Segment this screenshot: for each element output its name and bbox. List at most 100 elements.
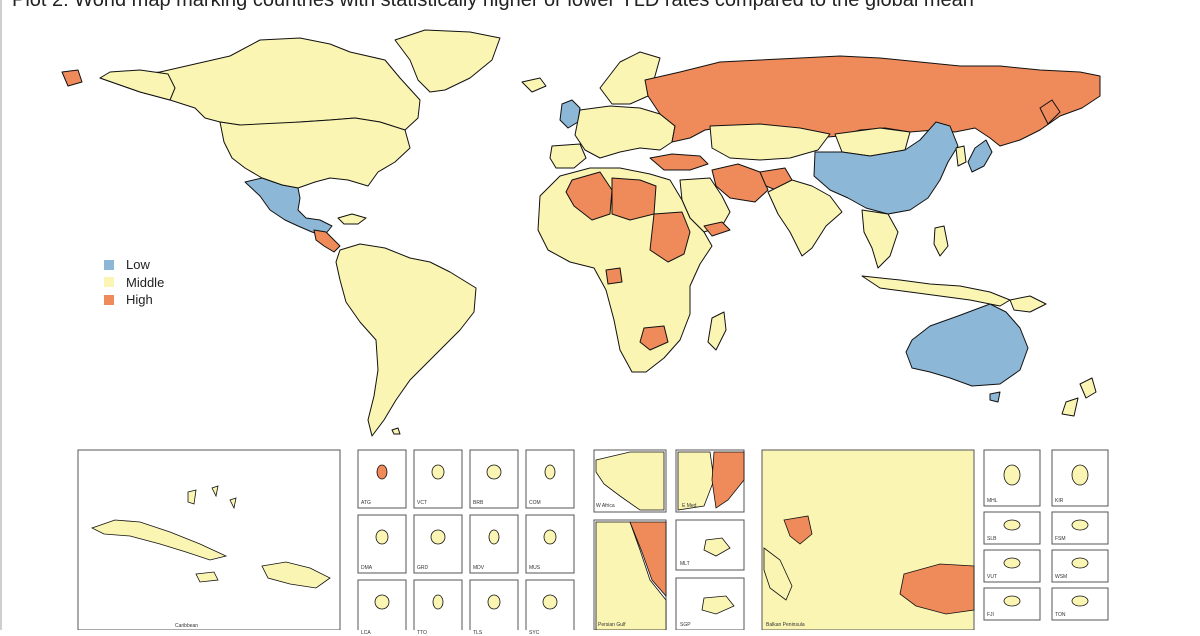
- region-madagascar: [707, 311, 727, 351]
- inset-box-vut: [983, 549, 1041, 583]
- legend-label-middle: Middle: [126, 274, 165, 290]
- region-indonesia: [861, 275, 1011, 307]
- inset-label-tto: TTO: [417, 630, 427, 636]
- inset-label-brb: BRB: [473, 500, 484, 506]
- caribbean-cuba: [90, 519, 228, 561]
- region-yemen: [703, 221, 731, 237]
- inset-box-wsm: [1051, 549, 1109, 583]
- region-usa: [219, 117, 411, 189]
- inset-box-mhl: [983, 449, 1041, 507]
- region-iran: [711, 163, 769, 203]
- region-libya: [611, 177, 657, 221]
- legend-swatch-middle: [104, 277, 114, 288]
- sgp-island: [701, 595, 735, 615]
- region-falklands: [391, 427, 401, 435]
- inset-label-vut: VUT: [987, 574, 997, 580]
- mlt-island: [703, 537, 731, 557]
- persian-gulf-high: [629, 521, 667, 598]
- inset-label-mdv: MDV: [473, 565, 485, 571]
- region-new-zealand: [1061, 377, 1097, 417]
- island-slb: [1003, 519, 1021, 531]
- balkan-turkey: [899, 563, 975, 615]
- inset-box-lca: [357, 579, 407, 630]
- inset-box-tls: [469, 579, 519, 630]
- e-med-land: [677, 451, 715, 511]
- region-russia: [644, 55, 1101, 147]
- inset-label-mus: MUS: [529, 565, 541, 571]
- w-africa-land: [595, 451, 665, 511]
- island-vut: [1003, 557, 1021, 569]
- island-mus: [543, 529, 557, 545]
- island-dma: [375, 529, 389, 545]
- island-com: [544, 464, 556, 480]
- caribbean-bahamas: [187, 485, 237, 510]
- region-greenland: [394, 29, 501, 93]
- region-algeria: [565, 171, 613, 221]
- island-grd: [430, 529, 446, 545]
- inset-box-fji: [983, 587, 1041, 621]
- inset-box-com: [525, 449, 575, 509]
- region-philippines: [933, 225, 949, 257]
- inset-pacific-grid: [983, 449, 1109, 621]
- page-title: Plot 2: World map marking countries with…: [12, 0, 974, 11]
- island-mhl: [1003, 464, 1021, 486]
- region-sudan: [649, 211, 691, 263]
- region-kamchatka: [1039, 99, 1061, 125]
- inset-label-dma: DMA: [361, 565, 373, 571]
- inset-label-vct: VCT: [417, 500, 427, 506]
- inset-caribbean: [77, 449, 341, 630]
- region-chukotka: [61, 69, 83, 87]
- island-fsm: [1071, 519, 1089, 531]
- inset-box-kir: [1051, 449, 1109, 507]
- inset-label-lca: LCA: [361, 630, 371, 636]
- region-alaska: [99, 69, 176, 101]
- inset-label-atg: ATG: [361, 500, 371, 506]
- region-europe: [574, 105, 676, 159]
- island-brb: [486, 464, 502, 480]
- region-korea: [955, 145, 967, 167]
- legend: Low Middle High: [104, 256, 164, 309]
- inset-label-kir: KIR: [1055, 498, 1064, 504]
- inset-box-grd: [413, 514, 463, 574]
- inset-box-mus: [525, 514, 575, 574]
- region-mexico: [244, 177, 333, 237]
- region-turkey: [649, 153, 709, 171]
- island-ton: [1071, 595, 1089, 607]
- region-iceland: [521, 77, 547, 93]
- legend-label-low: Low: [126, 257, 150, 273]
- region-pakistan-india: [767, 179, 843, 257]
- inset-box-ton: [1051, 587, 1109, 621]
- island-wsm: [1071, 557, 1089, 569]
- legend-item-middle: Middle: [104, 274, 164, 292]
- legend-item-low: Low: [104, 256, 164, 274]
- region-central-america: [313, 229, 341, 253]
- region-australia: [905, 303, 1029, 387]
- inset-label-slb: SLB: [987, 536, 997, 542]
- inset-box-vct: [413, 449, 463, 509]
- inset-label-balkan: Balkan Peninsula: [766, 622, 805, 628]
- region-china: [813, 121, 959, 215]
- inset-label-com: COM: [529, 500, 541, 506]
- inset-box-mdv: [469, 514, 519, 574]
- island-vct: [431, 464, 445, 480]
- region-tasmania: [989, 391, 1001, 403]
- island-tto: [432, 594, 444, 610]
- island-lca: [374, 594, 390, 610]
- legend-swatch-high: [104, 294, 114, 305]
- balkan-croatia: [783, 515, 813, 545]
- island-syc: [542, 594, 558, 610]
- inset-box-dma: [357, 514, 407, 574]
- left-edge: [0, 0, 2, 630]
- region-zimbabwe: [639, 325, 669, 351]
- inset-label-sgp: SGP: [680, 622, 691, 628]
- legend-swatch-low: [104, 259, 114, 270]
- island-mdv: [488, 529, 500, 545]
- inset-box-fsm: [1051, 511, 1109, 545]
- island-atg: [376, 464, 388, 480]
- inset-label-wsm: WSM: [1055, 574, 1068, 580]
- inset-label-w-africa: W Africa: [596, 503, 615, 509]
- region-se-asia: [861, 209, 899, 269]
- region-cuba: [337, 213, 367, 225]
- inset-label-persian-gulf: Persian Gulf: [598, 622, 626, 628]
- island-tls: [487, 594, 501, 610]
